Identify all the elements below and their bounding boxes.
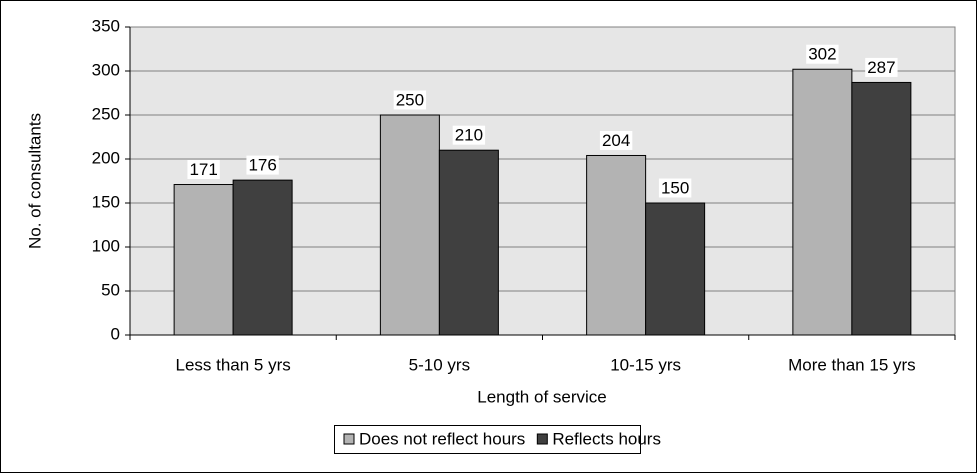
x-axis-title: Length of service (477, 387, 606, 406)
data-label: 302 (808, 45, 836, 64)
bar (645, 202, 706, 336)
legend-swatch (343, 433, 355, 445)
legend (334, 425, 641, 454)
bar (586, 154, 647, 336)
bar (792, 68, 853, 336)
x-tick-label: Less than 5 yrs (175, 355, 290, 374)
bar (232, 179, 293, 336)
bar (438, 149, 499, 336)
data-label-bg (393, 90, 427, 110)
y-tick-label: 200 (92, 148, 120, 167)
bar (851, 81, 912, 336)
data-label: 210 (455, 126, 483, 145)
data-label-bg (246, 155, 279, 175)
x-tick-label: 10-15 yrs (610, 355, 681, 374)
legend-label: Does not reflect hours (359, 429, 525, 448)
y-tick-label: 50 (101, 280, 120, 299)
x-tick-label: 5-10 yrs (409, 355, 470, 374)
bar (379, 114, 440, 336)
y-tick-label: 0 (111, 324, 120, 343)
data-label-bg (187, 160, 220, 180)
y-tick-label: 250 (92, 104, 120, 123)
data-label-bg (658, 178, 692, 198)
legend-label: Reflects hours (552, 429, 661, 448)
bar (173, 184, 234, 336)
x-tick-label: More than 15 yrs (788, 355, 916, 374)
data-label: 204 (602, 131, 630, 150)
data-label: 176 (248, 156, 276, 175)
legend-swatch (536, 433, 548, 445)
data-label: 171 (189, 160, 217, 179)
data-label: 150 (661, 178, 689, 197)
y-axis-title: No. of consultants (25, 113, 44, 249)
y-tick-label: 350 (92, 16, 120, 35)
data-label-bg (599, 130, 633, 150)
data-label-bg (452, 125, 486, 145)
data-label: 287 (867, 58, 895, 77)
data-label: 250 (396, 90, 424, 109)
data-label-bg (865, 57, 898, 77)
y-tick-label: 300 (92, 60, 120, 79)
y-tick-label: 100 (92, 236, 120, 255)
y-tick-label: 150 (92, 192, 120, 211)
data-label-bg (806, 44, 839, 64)
